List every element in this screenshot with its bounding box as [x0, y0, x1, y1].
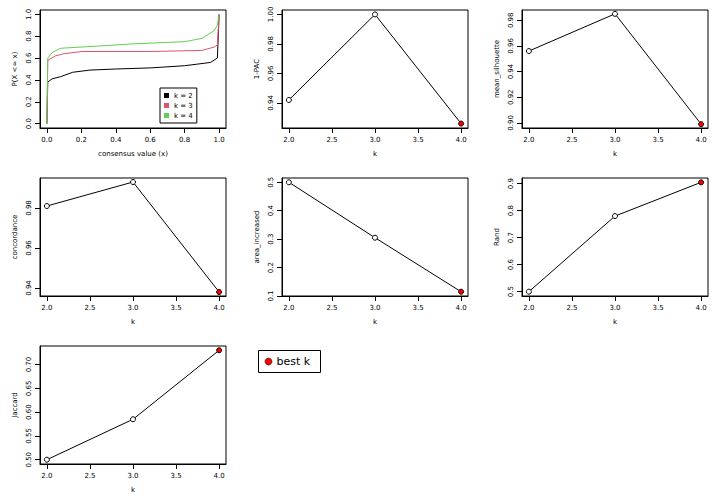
svg-text:0.7: 0.7: [507, 232, 515, 243]
svg-text:2.5: 2.5: [566, 304, 577, 312]
svg-text:0.2: 0.2: [76, 136, 87, 144]
svg-text:0.96: 0.96: [25, 240, 33, 256]
svg-text:0.92: 0.92: [507, 89, 515, 105]
svg-text:3.0: 3.0: [369, 304, 380, 312]
svg-text:0.3: 0.3: [267, 234, 275, 245]
svg-text:4.0: 4.0: [456, 136, 467, 144]
svg-text:2.0: 2.0: [41, 304, 52, 312]
svg-text:2.5: 2.5: [326, 304, 337, 312]
svg-text:0.60: 0.60: [25, 404, 33, 420]
svg-text:k: k: [131, 486, 136, 494]
svg-text:2.0: 2.0: [523, 136, 534, 144]
svg-text:k: k: [613, 318, 618, 326]
svg-text:1.0: 1.0: [214, 136, 225, 144]
svg-text:0.5: 0.5: [507, 286, 515, 297]
svg-text:k = 4: k = 4: [174, 112, 193, 120]
svg-text:0.8: 0.8: [507, 205, 515, 216]
svg-text:0.0: 0.0: [41, 136, 52, 144]
svg-text:3.0: 3.0: [609, 136, 620, 144]
svg-text:3.5: 3.5: [652, 304, 663, 312]
svg-text:2.0: 2.0: [283, 304, 294, 312]
svg-text:0.8: 0.8: [25, 31, 33, 42]
svg-text:3.5: 3.5: [412, 304, 423, 312]
svg-text:0.98: 0.98: [507, 12, 515, 28]
svg-text:concordance: concordance: [11, 215, 19, 260]
svg-text:best k: best k: [277, 355, 311, 368]
svg-text:2.5: 2.5: [326, 136, 337, 144]
svg-text:0.94: 0.94: [507, 63, 515, 79]
svg-text:2.5: 2.5: [84, 472, 95, 480]
svg-text:0.94: 0.94: [267, 95, 275, 111]
svg-text:0.5: 0.5: [267, 177, 275, 188]
svg-text:3.0: 3.0: [369, 136, 380, 144]
svg-text:k: k: [131, 318, 136, 326]
svg-text:mean_silhouette: mean_silhouette: [493, 40, 501, 98]
svg-text:0.55: 0.55: [25, 428, 33, 444]
svg-text:0.65: 0.65: [25, 381, 33, 397]
svg-text:2.0: 2.0: [283, 136, 294, 144]
svg-text:0.90: 0.90: [507, 115, 515, 131]
svg-text:3.0: 3.0: [127, 472, 138, 480]
svg-text:0.98: 0.98: [267, 36, 275, 52]
svg-text:4.0: 4.0: [696, 136, 707, 144]
svg-text:0.70: 0.70: [25, 357, 33, 373]
svg-text:0.6: 0.6: [25, 52, 33, 64]
svg-text:0.6: 0.6: [507, 259, 515, 271]
svg-text:0.6: 0.6: [145, 136, 157, 144]
svg-text:0.96: 0.96: [507, 38, 515, 54]
svg-text:0.8: 0.8: [179, 136, 190, 144]
svg-text:2.5: 2.5: [84, 304, 95, 312]
svg-text:3.0: 3.0: [127, 304, 138, 312]
svg-text:0.2: 0.2: [25, 96, 33, 107]
svg-text:2.5: 2.5: [566, 136, 577, 144]
svg-text:0.4: 0.4: [110, 136, 122, 144]
svg-text:1-PAC: 1-PAC: [253, 59, 261, 79]
svg-text:k = 2: k = 2: [174, 92, 193, 100]
svg-text:4.0: 4.0: [214, 304, 225, 312]
svg-text:k: k: [613, 150, 618, 158]
svg-text:1.00: 1.00: [267, 7, 275, 23]
svg-text:0.50: 0.50: [25, 452, 33, 468]
svg-text:0.9: 0.9: [507, 178, 515, 189]
svg-text:3.5: 3.5: [412, 136, 423, 144]
svg-text:k = 3: k = 3: [174, 102, 193, 110]
svg-text:2.0: 2.0: [523, 304, 534, 312]
svg-text:0.2: 0.2: [267, 262, 275, 273]
svg-text:0.96: 0.96: [267, 65, 275, 81]
svg-text:3.5: 3.5: [170, 472, 181, 480]
svg-text:4.0: 4.0: [214, 472, 225, 480]
svg-text:0.4: 0.4: [25, 74, 33, 86]
svg-text:0.98: 0.98: [25, 200, 33, 216]
svg-text:0.1: 0.1: [267, 290, 275, 301]
svg-text:3.0: 3.0: [609, 304, 620, 312]
svg-text:k: k: [373, 150, 378, 158]
svg-text:k: k: [373, 318, 378, 326]
svg-text:3.5: 3.5: [652, 136, 663, 144]
svg-text:Rand: Rand: [493, 228, 501, 246]
svg-text:4.0: 4.0: [696, 304, 707, 312]
svg-text:3.5: 3.5: [170, 304, 181, 312]
svg-text:Jaccard: Jaccard: [11, 392, 19, 419]
svg-text:0.0: 0.0: [25, 118, 33, 129]
svg-text:0.4: 0.4: [267, 205, 275, 217]
svg-text:0.94: 0.94: [25, 280, 33, 296]
svg-text:consensus value (x): consensus value (x): [98, 150, 168, 158]
svg-text:P(X <= x): P(X <= x): [11, 51, 19, 86]
svg-text:2.0: 2.0: [41, 472, 52, 480]
svg-text:area_increased: area_increased: [253, 210, 261, 263]
svg-text:4.0: 4.0: [456, 304, 467, 312]
svg-text:1.0: 1.0: [25, 9, 33, 20]
